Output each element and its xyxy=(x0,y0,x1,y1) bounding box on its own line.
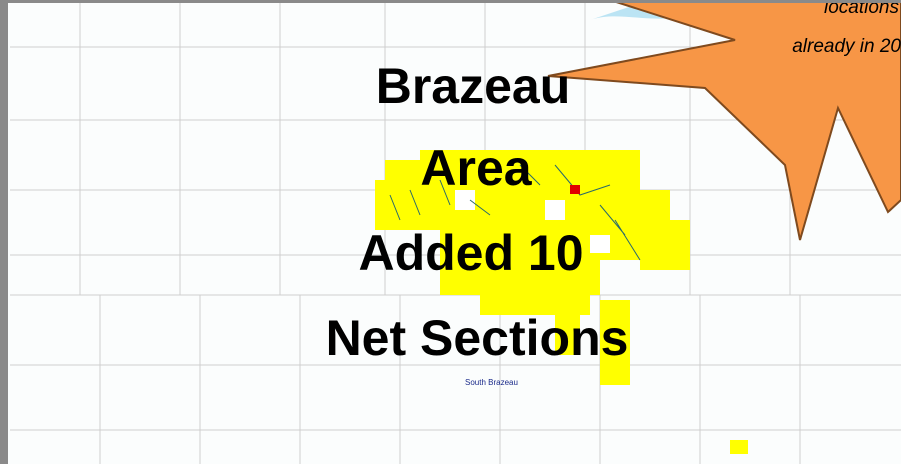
title-line: Added 10 xyxy=(358,225,583,281)
callout-text: already in 20 xyxy=(792,36,901,57)
callout-text: locations xyxy=(824,0,899,18)
frame-top xyxy=(0,0,901,3)
callout-burst xyxy=(547,0,901,241)
title-line: Net Sections xyxy=(326,310,629,366)
title-line: Brazeau xyxy=(376,58,571,114)
title-line: Area xyxy=(420,140,532,196)
gaps xyxy=(455,190,610,253)
map-label: South Brazeau xyxy=(465,378,518,387)
facility xyxy=(570,185,580,194)
frame-left xyxy=(0,0,8,464)
wells xyxy=(389,164,641,261)
